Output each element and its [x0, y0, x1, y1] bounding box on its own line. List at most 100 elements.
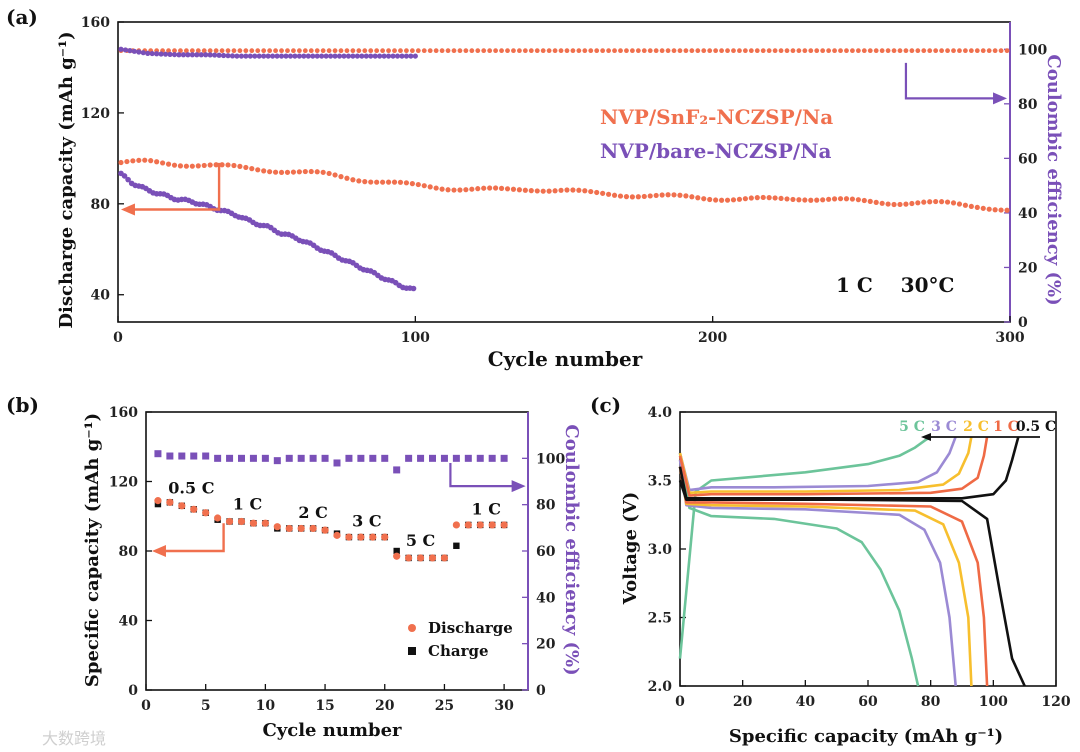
a-snf2-capacity-point: [796, 197, 802, 203]
b-discharge-point: [381, 533, 389, 541]
a-snf2-ce-point: [213, 48, 219, 54]
a-snf2-ce-point: [629, 48, 635, 54]
a-snf2-capacity-point: [391, 179, 398, 185]
b-ce-point: [178, 452, 186, 460]
a-snf2-ce-point: [231, 48, 237, 54]
a-bare-ce-point: [234, 53, 240, 59]
a-snf2-ce-point: [368, 48, 374, 54]
a-bare-ce-point: [220, 52, 227, 59]
a-xtick-label: 300: [995, 330, 1024, 346]
b-xtick-label: 0: [141, 698, 151, 714]
b-discharge-point: [333, 531, 341, 539]
a-xtick-label: 0: [113, 330, 123, 346]
a-bare-ce-point: [140, 50, 146, 56]
b-ylabel: Specific capacity (mAh g⁻¹): [82, 413, 103, 687]
a-snf2-ce-point: [433, 48, 439, 54]
a-snf2-capacity-point: [225, 162, 231, 168]
a-snf2-capacity-point: [201, 162, 207, 169]
c-discharge-curve: [678, 452, 920, 687]
c-xtick-label: 80: [921, 694, 941, 710]
b-ce-point: [452, 454, 460, 462]
a-snf2-capacity-point: [160, 160, 166, 166]
a-ytick-label: 120: [81, 106, 110, 122]
a-snf2-capacity-point: [950, 200, 957, 206]
b-ce-point: [393, 466, 401, 474]
b-rate-label: 0.5 C: [168, 479, 214, 498]
a-snf2-capacity-point: [867, 198, 873, 204]
b-ce-point: [464, 454, 472, 462]
b-ce-point: [417, 454, 425, 462]
a-snf2-ce-point: [957, 48, 962, 54]
a-snf2-capacity-point: [582, 188, 588, 194]
a-snf2-ce-point: [832, 48, 837, 54]
a-y2label: Coulombic efficiency (%): [1043, 54, 1064, 305]
a-snf2-capacity-point: [665, 192, 671, 198]
a-snf2-ce-point: [344, 48, 350, 54]
c-ytick-label: 4.0: [648, 405, 673, 421]
a-snf2-ce-point: [927, 48, 933, 54]
a-snf2-ce-point: [998, 48, 1004, 54]
a-snf2-ce-point: [725, 48, 730, 54]
a-snf2-capacity-point: [487, 185, 493, 191]
a-snf2-capacity-point: [338, 174, 344, 180]
a-snf2-ce-point: [635, 48, 641, 54]
b-y2tick-label: 80: [536, 498, 556, 514]
a-snf2-ce-point: [487, 48, 493, 54]
a-snf2-ce-point: [974, 48, 980, 54]
a-snf2-ce-point: [968, 48, 974, 54]
a-snf2-ce-point: [933, 48, 939, 54]
a-bare-ce-point: [363, 53, 369, 59]
b-discharge-point: [202, 509, 210, 517]
a-snf2-ce-point: [463, 48, 469, 54]
a-bare-ce-point: [247, 53, 253, 59]
a-snf2-capacity-point: [921, 199, 927, 205]
a-snf2-capacity-point: [617, 193, 624, 199]
b-legend-discharge-marker: [408, 624, 416, 632]
a-snf2-ce-point: [891, 48, 897, 54]
a-snf2-ce-point: [737, 48, 742, 54]
a-snf2-capacity-point: [267, 169, 273, 175]
a-snf2-capacity-point: [701, 196, 707, 202]
b-ce-point: [226, 454, 234, 462]
a-snf2-ce-point: [261, 48, 267, 54]
a-snf2-capacity-point: [695, 195, 701, 201]
a-snf2-capacity-point: [255, 167, 261, 173]
a-snf2-capacity-point: [177, 163, 184, 169]
c-legend-entry: 5 C: [899, 419, 925, 435]
a-snf2-ce-point: [897, 48, 903, 54]
a-snf2-capacity-point: [504, 186, 511, 192]
a-snf2-capacity-point: [546, 188, 552, 194]
b-arrow-to-left-axis: [160, 523, 225, 553]
a-snf2-ce-point: [665, 48, 671, 54]
b-ce-point: [381, 454, 389, 462]
a-snf2-capacity-point: [802, 197, 808, 203]
a-bare-ce-point: [149, 50, 155, 57]
a-snf2-capacity-point: [564, 187, 570, 193]
a-snf2-capacity-point: [772, 195, 778, 201]
b-discharge-point: [393, 552, 401, 560]
b-discharge-point: [405, 554, 413, 562]
a-snf2-capacity-point: [540, 188, 546, 194]
a-bare-ce-point: [305, 53, 311, 59]
a-snf2-ce-point: [255, 48, 261, 54]
a-snf2-capacity-point: [136, 157, 142, 163]
a-snf2-capacity-point: [350, 177, 356, 183]
a-bare-ce-point: [158, 51, 164, 57]
b-ce-point: [297, 454, 305, 462]
c-xtick-label: 60: [858, 694, 878, 710]
b-charge-point: [453, 542, 460, 549]
a-snf2-capacity-point: [290, 169, 297, 175]
a-snf2-ce-point: [844, 48, 849, 54]
a-bare-ce-point: [301, 53, 307, 59]
b-ce-point: [154, 450, 162, 458]
a-snf2-ce-point: [392, 48, 397, 54]
a-bare-ce-point: [118, 46, 124, 52]
a-snf2-ce-point: [308, 48, 314, 54]
c-charge-curve: [678, 436, 973, 495]
a-snf2-capacity-point: [849, 196, 856, 202]
a-snf2-capacity-point: [713, 197, 719, 203]
b-arrow-head-left: [151, 545, 166, 557]
a-snf2-ce-point: [534, 48, 540, 54]
a-bare-ce-point: [350, 53, 356, 59]
